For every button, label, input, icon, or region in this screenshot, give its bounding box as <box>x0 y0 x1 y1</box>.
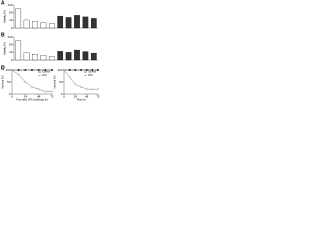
bar <box>15 40 22 61</box>
point <box>74 69 77 71</box>
bar <box>48 56 55 61</box>
y-tick-label: 80 <box>9 42 13 46</box>
x-tick-label: 48 <box>85 94 89 98</box>
y-tick-label: 100 <box>5 68 10 72</box>
bar <box>65 52 72 61</box>
point <box>51 90 53 93</box>
bar <box>57 15 64 29</box>
bar <box>65 17 72 29</box>
page: A Viability (%) 0 40 80 120 B Viability (%) 0 40 8… <box>0 0 320 104</box>
legend-label: Control <box>42 71 51 74</box>
bar <box>74 49 80 61</box>
point <box>44 90 47 93</box>
point <box>17 69 20 71</box>
bar <box>23 19 30 29</box>
point <box>11 69 13 71</box>
point <box>85 88 88 91</box>
y-tick-label: 120 <box>7 35 12 39</box>
y-tick-label: 0 <box>11 58 13 62</box>
bar <box>90 18 97 29</box>
bar <box>40 55 47 61</box>
y-axis-label: Survival (%) <box>54 75 57 89</box>
point <box>68 76 71 79</box>
x-axis-label: Time (h) <box>76 99 85 102</box>
y-tick-label: 50 <box>7 80 11 84</box>
y-tick-label: 0 <box>9 92 11 96</box>
point <box>31 69 33 71</box>
y-tick-label: 40 <box>9 18 13 22</box>
bar <box>32 54 38 61</box>
panel-label: B <box>1 32 5 38</box>
point <box>68 69 71 71</box>
y-tick-label: 50 <box>59 80 63 84</box>
x-tick-label: 0 <box>11 94 13 98</box>
x-tick-label: 72 <box>96 94 100 98</box>
bar <box>57 51 64 61</box>
x-tick-label: 24 <box>74 94 78 98</box>
bar <box>82 51 89 61</box>
legend-label: Control <box>88 71 97 74</box>
y-axis-label: Survival (%) <box>2 75 5 89</box>
point <box>31 85 33 88</box>
bar <box>48 23 55 29</box>
y-tick-label: 40 <box>9 50 13 54</box>
point <box>44 69 47 71</box>
y-axis-label: Viability (%) <box>4 10 7 23</box>
point <box>24 81 27 83</box>
y-tick-label: 0 <box>61 92 63 96</box>
x-tick-label: 48 <box>37 94 41 98</box>
point <box>91 69 94 71</box>
bar <box>15 8 22 29</box>
legend-label: LPS <box>42 74 47 77</box>
point <box>80 85 82 88</box>
point <box>85 69 88 71</box>
x-tick-label: 0 <box>63 94 65 98</box>
panel-label: A <box>1 0 5 6</box>
bar <box>90 52 97 61</box>
point <box>74 83 77 86</box>
point <box>17 73 20 76</box>
y-tick-label: 0 <box>11 26 13 30</box>
bar <box>82 16 89 29</box>
point <box>97 69 99 71</box>
legend-label: LPS <box>88 74 93 77</box>
panel-label: C <box>1 65 5 71</box>
point <box>91 88 94 91</box>
bar <box>32 21 38 29</box>
x-tick-label: 24 <box>24 94 28 98</box>
point <box>24 69 27 71</box>
bar <box>40 22 47 29</box>
bar <box>23 52 30 61</box>
y-axis-label: Viability (%) <box>4 42 7 55</box>
x-axis-label: Time after LPS challenge (h) <box>16 99 48 102</box>
point <box>80 69 82 71</box>
x-tick-label: 72 <box>50 94 54 98</box>
bar <box>74 15 80 29</box>
point <box>51 69 53 71</box>
y-tick-label: 100 <box>57 68 62 72</box>
panel-label: D <box>1 65 5 71</box>
y-tick-label: 120 <box>7 3 12 7</box>
y-tick-label: 80 <box>9 10 13 14</box>
point <box>37 69 40 71</box>
point <box>37 88 40 91</box>
point <box>63 69 65 71</box>
point <box>97 88 99 91</box>
